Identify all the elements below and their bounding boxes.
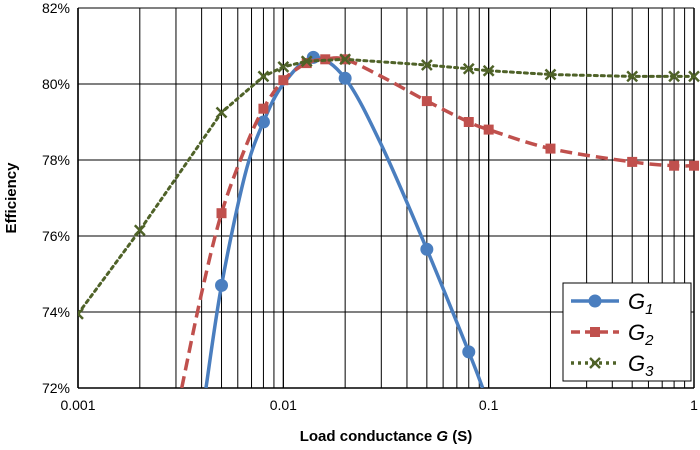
x-tick-label: 0.001 [60, 397, 95, 413]
x-tick-label: 1 [690, 397, 698, 413]
data-point-square [669, 160, 680, 171]
legend-entry: G2 [571, 320, 654, 349]
data-point-x [544, 68, 557, 81]
y-tick-label: 82% [42, 0, 70, 16]
data-point-circle [462, 345, 476, 359]
x-tick-label: 0.1 [479, 397, 499, 413]
data-point-circle [588, 294, 602, 308]
data-point-x [626, 70, 639, 83]
x-tick-label: 0.01 [270, 397, 297, 413]
data-point-circle [215, 278, 229, 292]
y-tick-label: 76% [42, 228, 70, 244]
y-tick-label: 80% [42, 76, 70, 92]
legend-entry: G3 [571, 351, 654, 380]
legend-box [562, 282, 692, 382]
data-point-square [216, 208, 227, 219]
y-tick-label: 78% [42, 152, 70, 168]
series-line [180, 56, 695, 388]
data-point-x [482, 64, 495, 77]
x-axis-title-variable: G [436, 428, 448, 445]
data-point-x [257, 70, 270, 83]
data-point-x [300, 55, 313, 68]
data-point-x [688, 70, 700, 83]
data-point-x [589, 357, 601, 369]
legend-label-subscript: 2 [644, 332, 654, 349]
data-point-x [78, 308, 84, 320]
data-point-x [462, 62, 475, 75]
data-point-circle [420, 242, 434, 256]
series-layer [78, 50, 700, 388]
data-point-x [420, 59, 433, 71]
legend-label: G3 [628, 351, 654, 380]
x-axis-title: Load conductance G (S) [300, 428, 473, 445]
data-point-square [258, 103, 269, 114]
data-point-square [421, 96, 432, 107]
axes [77, 7, 695, 389]
data-point-square [463, 117, 474, 127]
data-point-square [545, 143, 556, 154]
legend-entry: G1 [571, 289, 653, 318]
data-point-square [483, 124, 494, 135]
legend-label-name: G [628, 351, 645, 376]
tick-labels: 0.001 0.01 0.1 1 72% 74% 76% 78% 80% 82% [42, 0, 698, 413]
legend-label-name: G [628, 320, 645, 345]
data-point-x [668, 70, 680, 83]
legend-label-subscript: 3 [645, 363, 654, 380]
series-G1 [204, 50, 485, 388]
series-line [78, 57, 696, 316]
data-point-square [627, 156, 638, 167]
y-tick-label: 72% [42, 380, 70, 396]
legend-label-subscript: 1 [645, 301, 653, 318]
legend-label: G2 [628, 320, 654, 349]
legend-label-name: G [628, 289, 645, 314]
legend-label: G1 [628, 289, 653, 318]
y-tick-label: 74% [42, 304, 70, 320]
x-axis-title-prefix: Load conductance [300, 428, 437, 445]
series-line [204, 55, 485, 388]
x-axis-title-suffix: (S) [448, 428, 472, 445]
data-point-square [689, 160, 699, 171]
data-point-x [277, 61, 290, 73]
data-point-x [339, 53, 352, 66]
data-point-square [590, 327, 600, 337]
series-G3 [78, 53, 700, 320]
data-point-x [133, 224, 146, 237]
data-point-circle [338, 71, 352, 85]
data-point-x [215, 106, 228, 119]
data-point-square [278, 75, 289, 86]
data-point-square [301, 58, 312, 69]
y-axis-title: Efficiency [3, 162, 20, 234]
